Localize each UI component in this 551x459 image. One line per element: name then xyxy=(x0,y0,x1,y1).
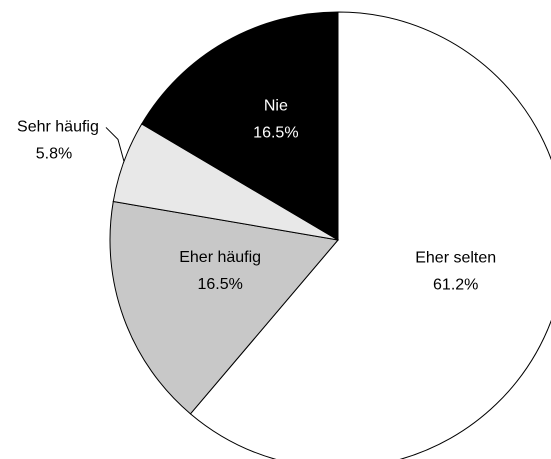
leader-line xyxy=(105,127,125,162)
pie-slice xyxy=(141,11,339,241)
slice-label: Sehr häufig xyxy=(17,119,99,136)
slice-label: Nie xyxy=(264,97,288,114)
slice-label: Eher selten xyxy=(415,249,496,266)
pie-slice xyxy=(109,200,339,415)
slice-label: Eher häufig xyxy=(179,249,261,266)
slice-value: 5.8% xyxy=(36,146,72,163)
slice-value: 16.5% xyxy=(253,124,298,141)
pie-slice xyxy=(189,11,551,459)
slice-value: 16.5% xyxy=(197,276,242,293)
slice-value: 61.2% xyxy=(433,276,478,293)
